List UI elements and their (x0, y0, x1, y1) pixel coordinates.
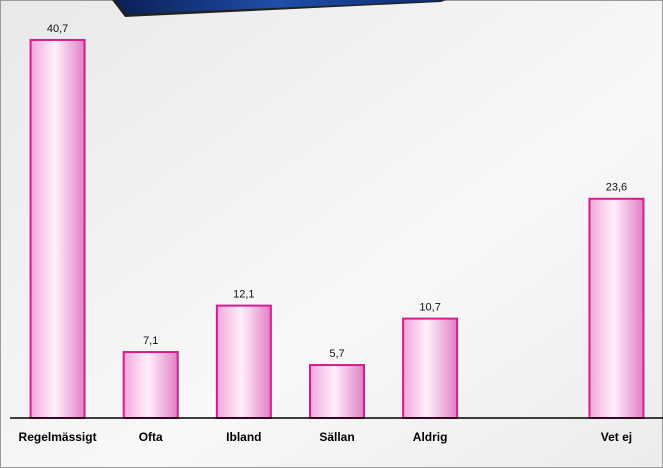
value-label: 7,1 (143, 335, 158, 347)
value-label: 12,1 (233, 289, 254, 301)
bar (588, 197, 645, 419)
x-tick-label: Ofta (139, 430, 163, 444)
x-tick-label: Sällan (319, 430, 354, 444)
x-tick-label: Regelmässigt (19, 430, 97, 444)
bar (309, 364, 365, 420)
bar (215, 304, 272, 419)
x-tick-label: Vet ej (601, 430, 632, 444)
bar (122, 351, 179, 419)
value-label: 5,7 (329, 348, 344, 360)
value-label: 23,6 (606, 182, 627, 194)
value-label: 40,7 (47, 23, 68, 35)
photo (116, 0, 442, 14)
x-tick-label: Aldrig (413, 430, 448, 444)
value-label: 10,7 (419, 302, 440, 314)
bar (402, 317, 459, 419)
bar (29, 38, 86, 419)
x-tick-label: Ibland (226, 430, 261, 444)
